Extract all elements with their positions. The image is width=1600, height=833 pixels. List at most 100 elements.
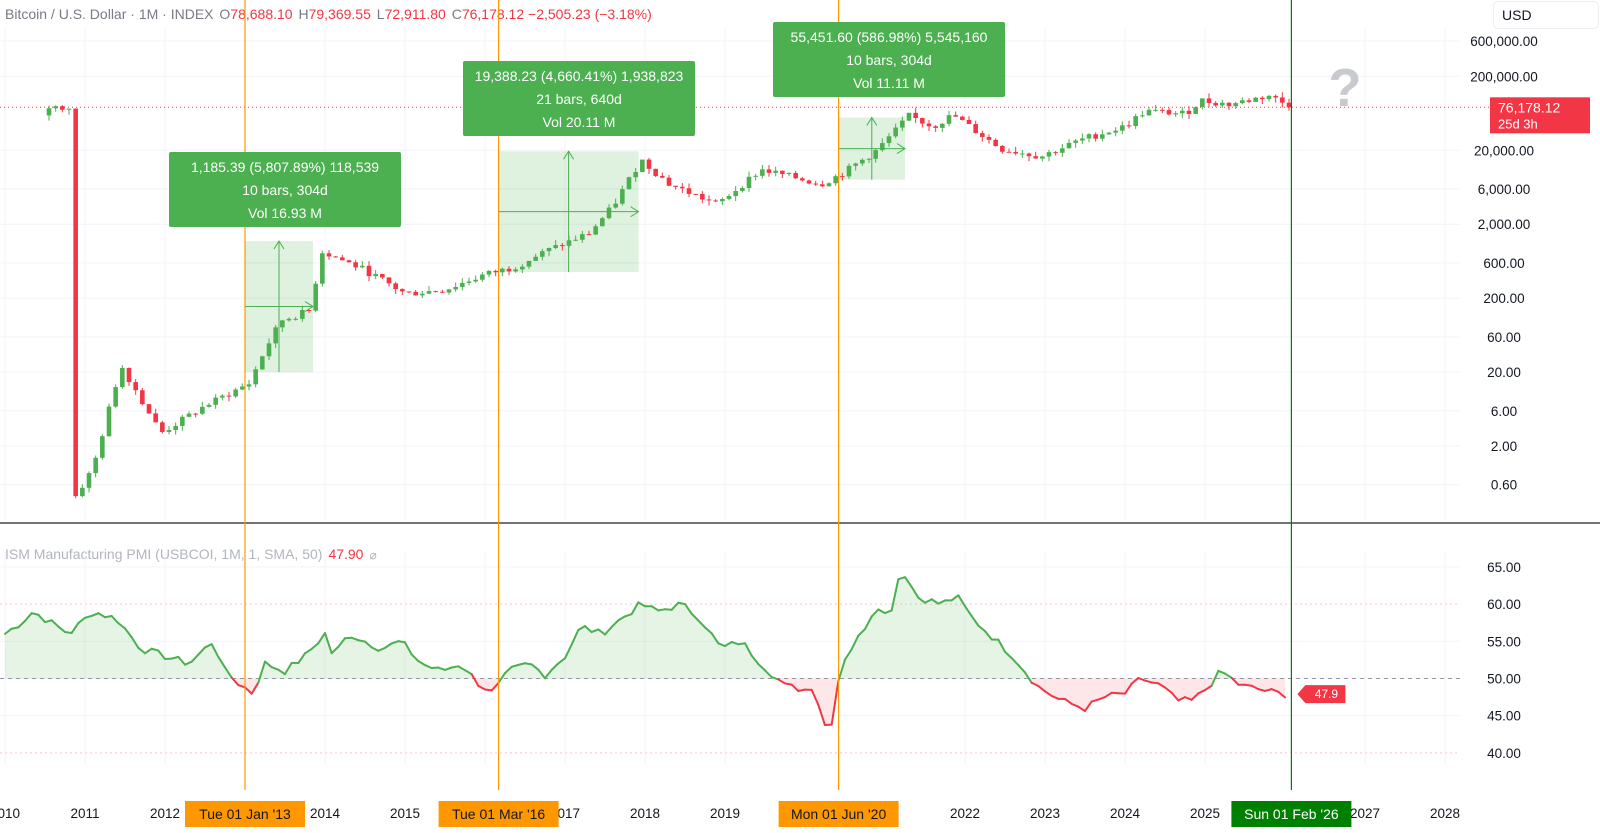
candle-body <box>746 176 752 189</box>
candle-body <box>413 291 418 296</box>
pmi-line-segment <box>764 669 773 679</box>
candle-body <box>80 487 85 497</box>
pmi-line-segment <box>710 632 720 645</box>
candle-body <box>53 106 58 109</box>
pmi-line-segment <box>757 663 766 672</box>
pmi-line-segment <box>230 676 240 687</box>
candle-body <box>806 180 812 184</box>
candle-body <box>900 120 905 128</box>
candle-body <box>1006 151 1012 153</box>
pmi-line-segment <box>984 630 993 641</box>
candle-body <box>1266 95 1272 100</box>
measure-info-box-2 <box>463 61 695 136</box>
pmi-line-segment <box>1104 691 1113 699</box>
year-tick-label: 2025 <box>1190 806 1220 821</box>
pmi-line-segment <box>204 643 213 649</box>
pmi-line-segment <box>310 642 320 650</box>
year-tick-label: 2023 <box>1030 806 1060 821</box>
pmi-line-segment <box>64 631 73 634</box>
candle-body <box>373 273 378 277</box>
high-key: H <box>298 6 309 22</box>
candle-body <box>1086 134 1092 139</box>
pmi-tick-label: 50.00 <box>1487 671 1521 686</box>
pmi-line-segment <box>810 688 820 706</box>
candle-body <box>340 257 345 261</box>
pmi-line-segment <box>357 639 366 643</box>
pmi-line-segment <box>1217 669 1226 675</box>
price-tick-label: 2.00 <box>1491 439 1517 454</box>
indicator-label[interactable]: ISM Manufacturing PMI (USBCOI, 1M, 1, SM… <box>5 546 323 562</box>
pmi-line-segment <box>170 655 180 660</box>
candle-body <box>333 256 338 258</box>
pmi-line-segment <box>597 628 606 636</box>
candle-body <box>506 268 512 272</box>
pmi-tick-label: 55.00 <box>1487 634 1521 649</box>
pmi-line-segment <box>657 608 666 612</box>
pmi-line-segment <box>790 683 800 693</box>
candle-body <box>820 184 825 187</box>
pmi-line-segment <box>1257 688 1266 692</box>
pmi-line-segment <box>470 673 480 687</box>
candle-body <box>533 256 538 261</box>
price-candles <box>0 92 1498 499</box>
candle-body <box>380 273 385 278</box>
candle-body <box>1253 97 1258 102</box>
pmi-line-segment <box>284 661 293 676</box>
last-price-badge-bg <box>1490 97 1590 134</box>
pmi-line-segment <box>90 612 100 617</box>
pmi-line-segment <box>337 637 346 648</box>
candle-body <box>553 245 558 249</box>
candle-body <box>206 404 212 407</box>
candle-body <box>860 159 865 164</box>
year-tick-label: 2022 <box>950 806 980 821</box>
candle-body <box>766 169 772 173</box>
candle-body <box>320 253 325 284</box>
candle-body <box>513 269 518 272</box>
pmi-line-segment <box>1150 681 1160 685</box>
candle-body <box>800 178 805 181</box>
candle-body <box>1026 153 1032 157</box>
event-date-badge-bg <box>1231 801 1352 827</box>
candle-body <box>653 168 658 176</box>
candle-body <box>1106 132 1112 135</box>
pmi-line-segment <box>964 605 973 618</box>
event-date-badge-2: Tue 01 Mar '16 <box>452 806 545 822</box>
candle-body <box>753 175 758 177</box>
pmi-line-segment <box>590 628 600 634</box>
pmi-area-above <box>5 577 1285 679</box>
pmi-line-segment <box>157 649 166 660</box>
measure-volume-text: Vol 11.11 M <box>853 75 925 91</box>
event-date-badge-4: Sun 01 Feb '26 <box>1244 806 1339 822</box>
pmi-line-segment <box>244 686 253 695</box>
measure-bars-text: 10 bars, 304d <box>846 52 932 68</box>
pmi-line-segment <box>1010 657 1020 667</box>
pmi-line-segment <box>970 615 980 627</box>
pmi-line-segment <box>177 655 186 666</box>
pmi-line-segment <box>370 646 380 652</box>
measure-change-text: 19,388.23 (4,660.41%) 1,938,823 <box>475 68 684 84</box>
pmi-line-segment <box>77 616 86 625</box>
candle-body <box>486 270 492 275</box>
pmi-line-segment <box>137 646 146 655</box>
pmi-line-segment <box>1224 672 1233 679</box>
price-tick-label: 200,000.00 <box>1470 69 1538 84</box>
pmi-line-segment <box>124 627 133 639</box>
candle-body <box>386 277 392 284</box>
candle-body <box>1246 100 1252 102</box>
candle-body <box>786 172 792 174</box>
pmi-line-segment <box>697 619 706 629</box>
pmi-line-segment <box>750 654 760 666</box>
pmi-line-segment <box>1044 690 1053 697</box>
candle-body <box>120 367 125 388</box>
candle-body <box>426 291 432 294</box>
pmi-line-segment <box>1024 671 1033 684</box>
pmi-line-segment <box>84 614 93 619</box>
candle-body <box>193 413 198 415</box>
candle-body <box>853 163 858 166</box>
pmi-line-segment <box>270 666 280 671</box>
currency-button[interactable]: USD <box>1494 2 1598 28</box>
candle-body <box>713 200 718 202</box>
visibility-icon[interactable]: ⌀ <box>369 548 377 562</box>
candle-body <box>893 127 898 137</box>
